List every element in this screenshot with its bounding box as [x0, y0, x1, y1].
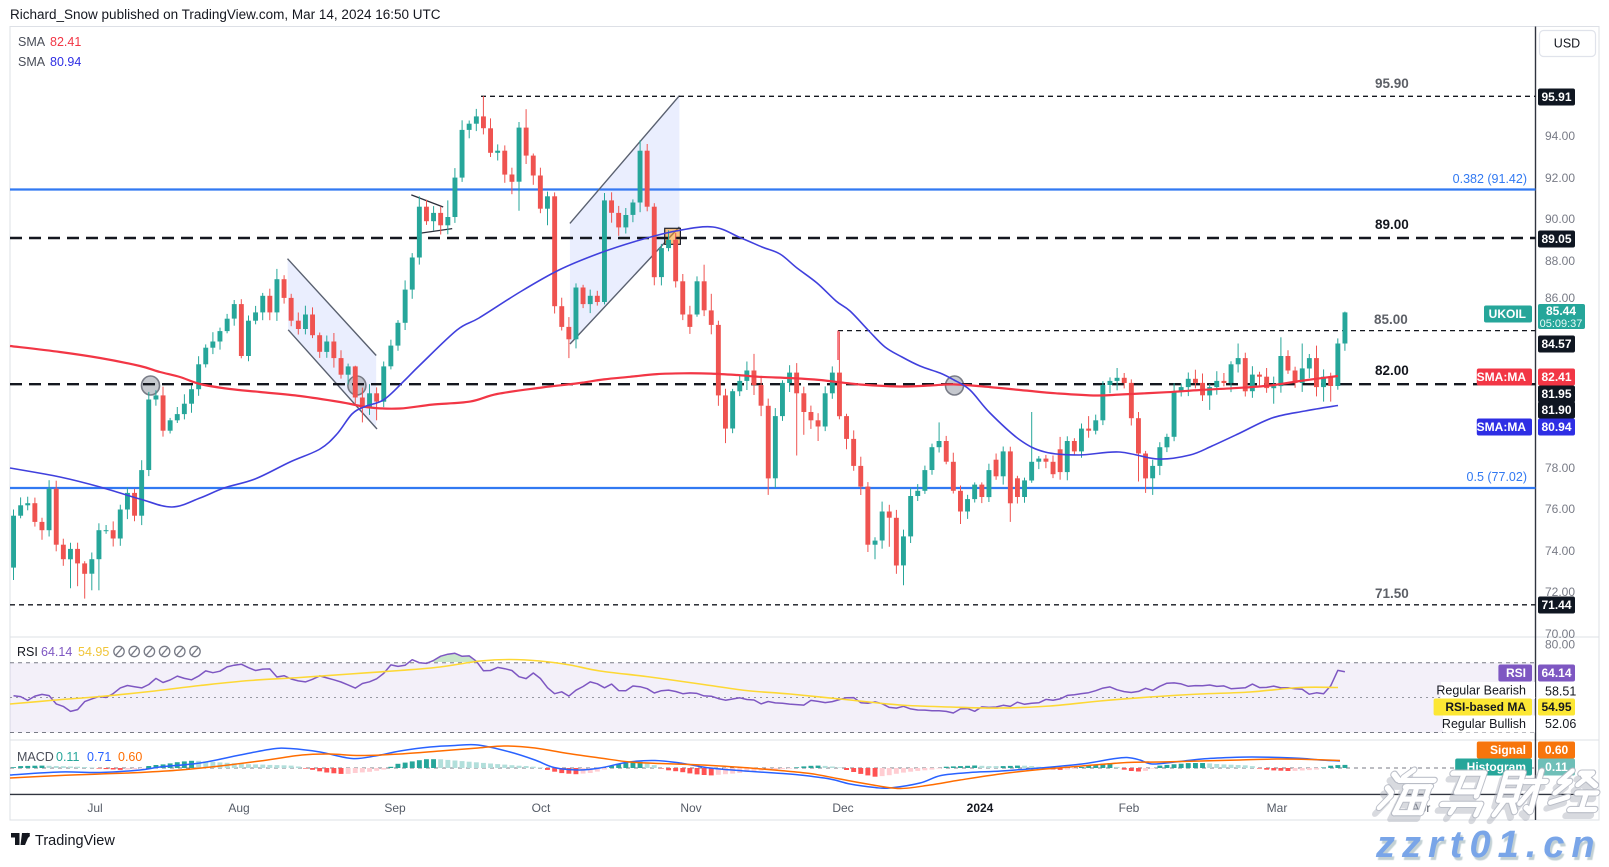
svg-text:SMA:MA: SMA:MA: [1477, 420, 1527, 434]
svg-text:71.50: 71.50: [1375, 586, 1409, 601]
svg-text:72.00: 72.00: [1545, 585, 1575, 599]
svg-text:SMA: SMA: [18, 35, 46, 49]
svg-text:76.00: 76.00: [1545, 502, 1575, 516]
svg-text:78.00: 78.00: [1545, 461, 1575, 475]
svg-text:70.00: 70.00: [1545, 627, 1575, 641]
svg-text:64.14: 64.14: [1541, 666, 1571, 680]
svg-text:TradingView: TradingView: [35, 833, 115, 849]
svg-text:Jul: Jul: [87, 801, 102, 815]
svg-text:80.94: 80.94: [50, 55, 81, 69]
svg-text:2024: 2024: [967, 801, 994, 815]
svg-text:89.00: 89.00: [1375, 217, 1409, 232]
svg-text:82.41: 82.41: [50, 35, 81, 49]
svg-text:58.51: 58.51: [1545, 685, 1576, 699]
svg-text:80.00: 80.00: [1545, 638, 1575, 652]
svg-text:Dec: Dec: [832, 801, 853, 815]
svg-text:Regular Bearish: Regular Bearish: [1436, 684, 1526, 698]
svg-text:54.95: 54.95: [78, 645, 109, 659]
svg-text:95.91: 95.91: [1541, 90, 1571, 104]
svg-text:Nov: Nov: [680, 801, 701, 815]
svg-text:0.11: 0.11: [1545, 760, 1568, 774]
svg-text:Sep: Sep: [384, 801, 406, 815]
svg-text:88.00: 88.00: [1545, 254, 1575, 268]
svg-text:0.11: 0.11: [56, 750, 79, 764]
svg-text:RSI: RSI: [1506, 666, 1526, 680]
svg-text:Feb: Feb: [1119, 801, 1140, 815]
svg-text:81.95: 81.95: [1541, 387, 1571, 401]
svg-text:0.71: 0.71: [87, 750, 111, 764]
svg-text:85.00: 85.00: [1374, 312, 1408, 327]
svg-text:Oct: Oct: [532, 801, 551, 815]
svg-text:MACD: MACD: [17, 750, 54, 764]
svg-text:Mar: Mar: [1267, 801, 1288, 815]
svg-text:52.06: 52.06: [1545, 717, 1576, 731]
svg-text:74.00: 74.00: [1545, 544, 1575, 558]
svg-text:Regular Bullish: Regular Bullish: [1442, 717, 1526, 731]
svg-text:89.05: 89.05: [1541, 232, 1571, 246]
svg-text:0.5 (77.02): 0.5 (77.02): [1467, 470, 1527, 484]
svg-text:Richard_Snow published on Trad: Richard_Snow published on TradingView.co…: [10, 7, 441, 22]
svg-text:84.57: 84.57: [1541, 337, 1571, 351]
svg-text:Signal: Signal: [1490, 743, 1526, 757]
svg-text:64.14: 64.14: [41, 645, 72, 659]
svg-text:RSI-based MA: RSI-based MA: [1445, 700, 1526, 714]
svg-text:SMA:MA: SMA:MA: [1477, 370, 1527, 384]
svg-text:USD: USD: [1554, 37, 1580, 51]
svg-text:85.44: 85.44: [1546, 304, 1576, 318]
svg-text:86.00: 86.00: [1545, 291, 1575, 305]
svg-text:81.90: 81.90: [1541, 403, 1571, 417]
svg-text:UKOIL: UKOIL: [1489, 307, 1526, 321]
svg-text:Aug: Aug: [228, 801, 249, 815]
svg-text:05:09:37: 05:09:37: [1540, 318, 1583, 330]
svg-text:82.41: 82.41: [1541, 370, 1571, 384]
svg-text:82.00: 82.00: [1375, 363, 1409, 378]
svg-text:0.60: 0.60: [1545, 743, 1569, 757]
svg-text:92.00: 92.00: [1545, 171, 1575, 185]
svg-text:94.00: 94.00: [1545, 129, 1575, 143]
svg-text:0.382 (91.42): 0.382 (91.42): [1453, 172, 1527, 186]
svg-text:80.94: 80.94: [1541, 420, 1571, 434]
svg-text:0.60: 0.60: [118, 750, 142, 764]
svg-text:71.44: 71.44: [1541, 598, 1571, 612]
svg-text:95.90: 95.90: [1375, 76, 1409, 91]
svg-text:54.95: 54.95: [1541, 700, 1571, 714]
svg-text:90.00: 90.00: [1545, 212, 1575, 226]
svg-text:SMA: SMA: [18, 55, 46, 69]
svg-text:RSI: RSI: [17, 645, 38, 659]
